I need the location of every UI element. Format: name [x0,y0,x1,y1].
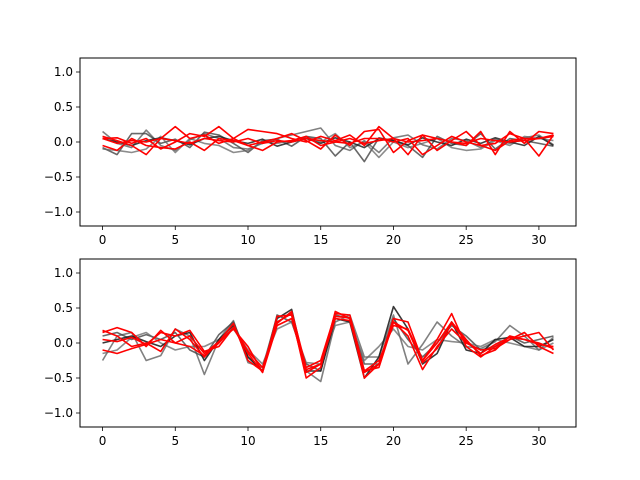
x-tick-label: 10 [240,233,255,247]
series-line-5 [102,125,554,156]
x-tick-label: 15 [313,233,328,247]
y-tick-label: 1.0 [54,65,73,79]
x-tick-label: 15 [313,434,328,448]
x-tick-label: 25 [459,233,474,247]
y-tick-label: 0.5 [54,301,73,315]
x-tick-label: 20 [386,233,401,247]
x-tick-label: 0 [99,233,107,247]
top-subplot: 0 5 10 15 20 25 30 −1.0 −0.5 0.0 0.5 1.0 [44,57,577,247]
x-tick-label: 0 [99,434,107,448]
series-line-6 [102,310,555,372]
series-line-8 [102,312,554,374]
y-tick-label: 0.0 [54,135,73,149]
y-tick-label: 1.0 [54,266,73,280]
x-tick-label: 20 [386,434,401,448]
x-tick-label: 30 [531,233,546,247]
y-tick-label: −1.0 [44,205,73,219]
y-tick-label: 0.5 [54,100,73,114]
x-tick-label: 5 [171,233,179,247]
x-tick-label: 10 [240,434,255,448]
y-tick-label: 0.0 [54,336,73,350]
series-line-8 [102,134,554,145]
y-tick-label: −0.5 [44,371,73,385]
x-tick-label: 25 [459,434,474,448]
bottom-subplot: 0 5 10 15 20 25 30 −1.0 −0.5 0.0 0.5 1.0 [44,258,577,448]
x-tick-label: 5 [171,434,179,448]
y-tick-label: −1.0 [44,406,73,420]
y-tick-label: −0.5 [44,170,73,184]
series-line-7 [102,134,555,157]
x-tick-label: 30 [531,434,546,448]
